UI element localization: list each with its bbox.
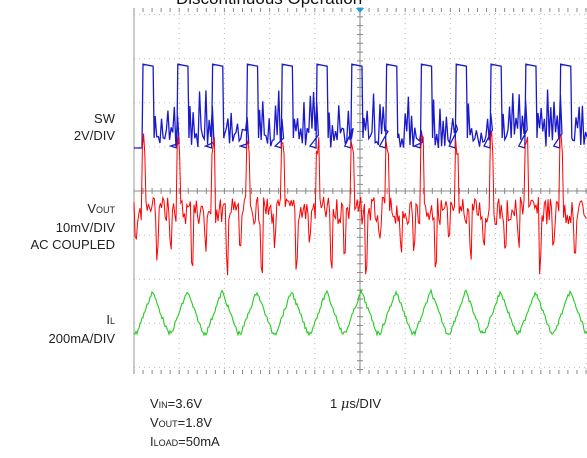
il-name: I <box>106 312 110 327</box>
vout-coupling: AC COUPLED <box>30 237 115 252</box>
vout-scale: 10mV/DIV <box>55 220 115 235</box>
sw-name: SW <box>94 111 115 126</box>
vout-label: VOUT 10mV/DIV AC COUPLED <box>30 200 115 253</box>
scope-traces <box>133 63 587 337</box>
il-trace <box>133 288 587 337</box>
sw-trace <box>134 63 587 149</box>
condition-vin: VIN=3.6V <box>150 396 203 411</box>
il-name-sub: L <box>109 316 115 326</box>
il-label: IL 200mA/DIV <box>49 311 115 347</box>
sw-scale: 2V/DIV <box>73 128 115 143</box>
sw-label: SW 2V/DIV <box>74 110 115 144</box>
vout-name: V <box>87 201 96 216</box>
vout-name-sub: OUT <box>96 205 115 215</box>
il-scale: 200mA/DIV <box>48 331 115 346</box>
conditions: VIN=3.6V VOUT=1.8V ILOAD=50mA <box>150 395 220 452</box>
vout-trace <box>133 131 587 276</box>
condition-iload: ILOAD=50mA <box>150 434 220 449</box>
trigger-marker <box>356 8 364 13</box>
scope-grid <box>133 7 587 374</box>
chart-title: Discontinuous Operation <box>176 0 362 9</box>
condition-vout: VOUT=1.8V <box>150 415 213 430</box>
timebase-label: 1 μs/DIV <box>330 396 382 412</box>
